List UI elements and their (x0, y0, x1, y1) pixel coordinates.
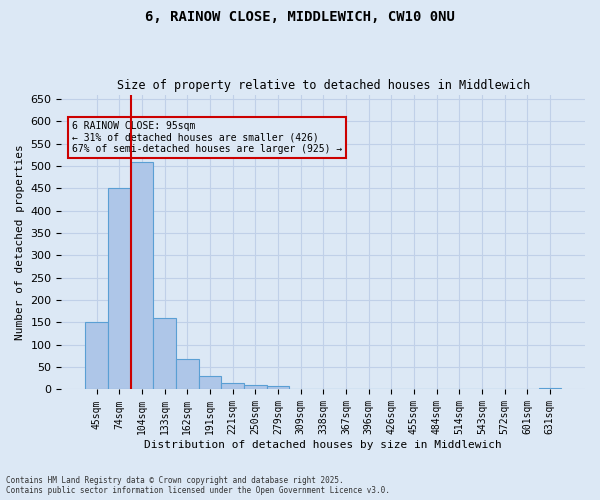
Text: 6 RAINOW CLOSE: 95sqm
← 31% of detached houses are smaller (426)
67% of semi-det: 6 RAINOW CLOSE: 95sqm ← 31% of detached … (72, 121, 342, 154)
Y-axis label: Number of detached properties: Number of detached properties (15, 144, 25, 340)
Bar (108, 188, 131, 390)
Bar (221, 383, 244, 390)
Title: Size of property relative to detached houses in Middlewich: Size of property relative to detached ho… (116, 79, 530, 92)
X-axis label: Distribution of detached houses by size in Middlewich: Distribution of detached houses by size … (145, 440, 502, 450)
Bar (266, 386, 289, 390)
Bar (199, 376, 221, 390)
Text: 6, RAINOW CLOSE, MIDDLEWICH, CW10 0NU: 6, RAINOW CLOSE, MIDDLEWICH, CW10 0NU (145, 10, 455, 24)
Bar (153, 318, 176, 390)
Bar (539, 388, 561, 390)
Bar (85, 322, 108, 390)
Text: Contains HM Land Registry data © Crown copyright and database right 2025.
Contai: Contains HM Land Registry data © Crown c… (6, 476, 390, 495)
Bar (176, 359, 199, 390)
Bar (131, 162, 153, 390)
Bar (244, 385, 266, 390)
